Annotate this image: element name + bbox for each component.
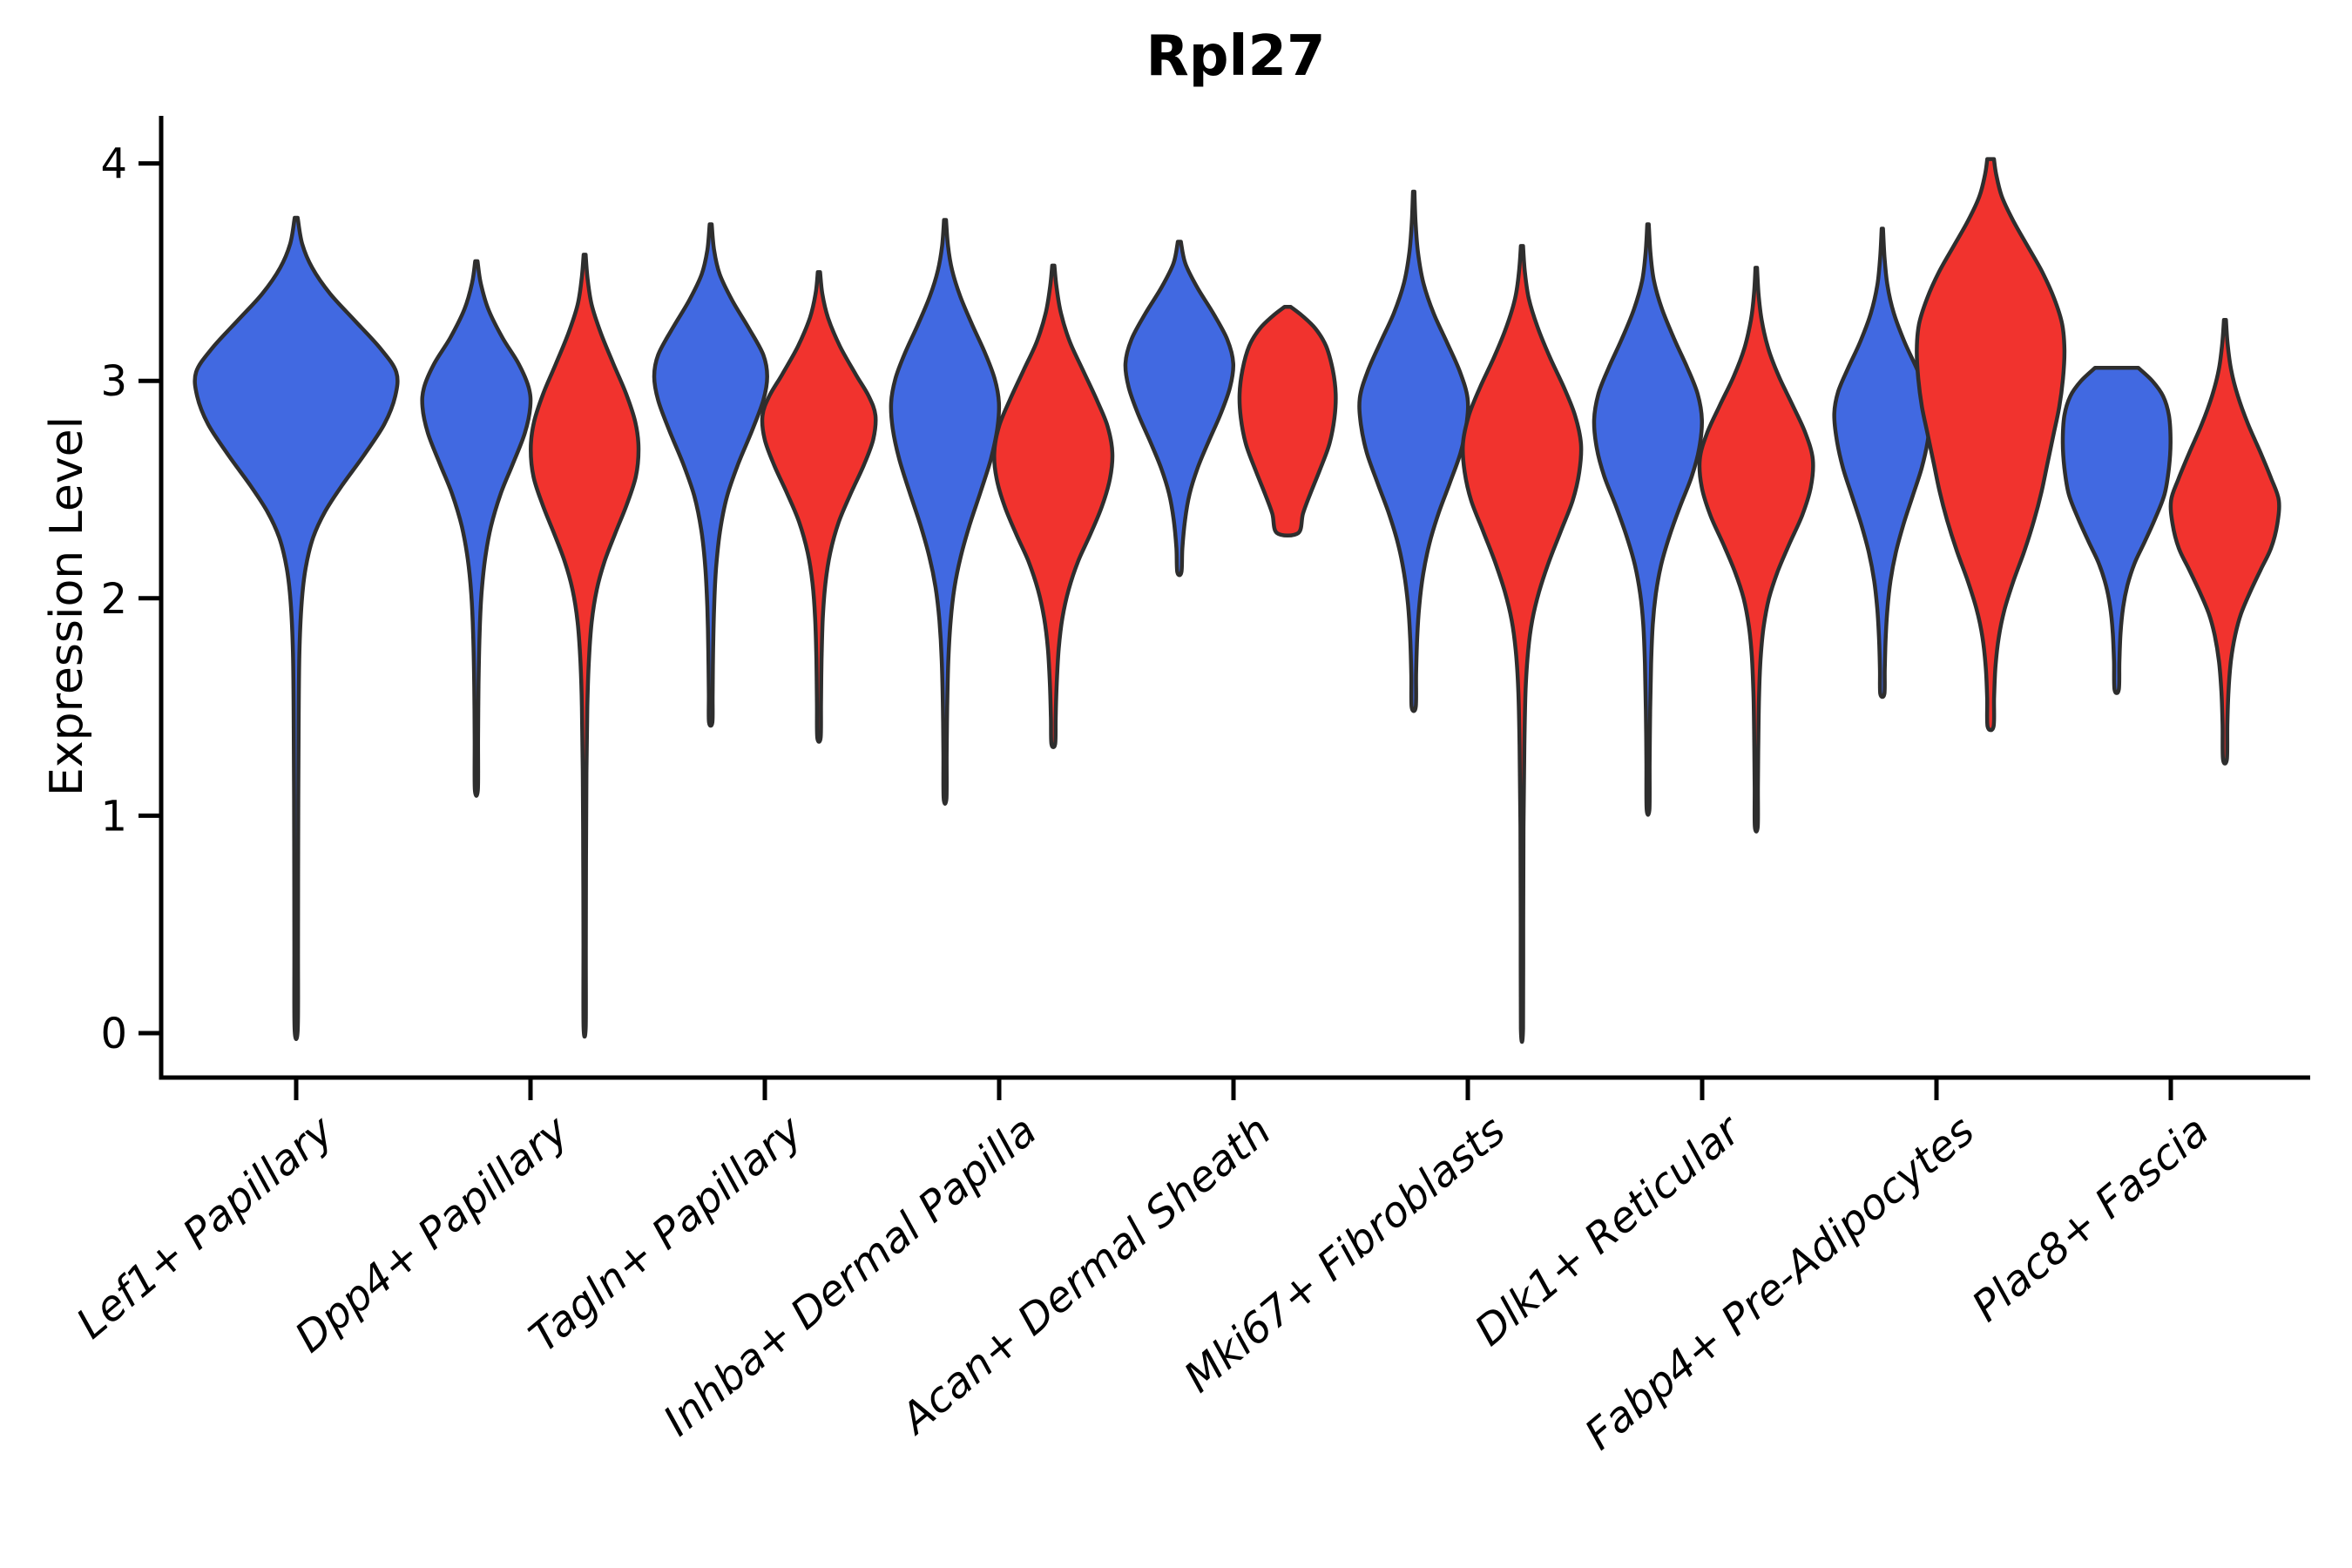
violin-red-7 xyxy=(1915,157,2067,733)
chart-title: Rpl27 xyxy=(1146,24,1326,89)
violin-blue-1 xyxy=(420,259,533,798)
violin-red-5 xyxy=(1460,244,1584,1044)
violin-blue-3 xyxy=(889,218,1002,806)
violin-blue-4 xyxy=(1123,240,1236,578)
y-tick-label: 0 xyxy=(100,1010,127,1058)
violin-blue-6 xyxy=(1592,222,1704,817)
violin-blue-0 xyxy=(193,215,400,1042)
violin-red-8 xyxy=(2168,318,2281,766)
y-tick-label: 1 xyxy=(100,792,127,841)
violin-red-1 xyxy=(529,253,641,1039)
y-tick-label: 3 xyxy=(100,357,127,406)
violin-red-3 xyxy=(992,263,1115,749)
y-tick-label: 2 xyxy=(100,575,127,624)
violin-blue-8 xyxy=(2060,365,2173,695)
violin-blue-5 xyxy=(1357,189,1470,713)
violin-red-6 xyxy=(1697,266,1815,834)
violin-red-2 xyxy=(760,270,878,744)
violin-blue-2 xyxy=(652,222,769,728)
y-tick-label: 4 xyxy=(100,140,127,189)
violin-blue-7 xyxy=(1832,226,1933,700)
violin-red-4 xyxy=(1237,305,1338,537)
